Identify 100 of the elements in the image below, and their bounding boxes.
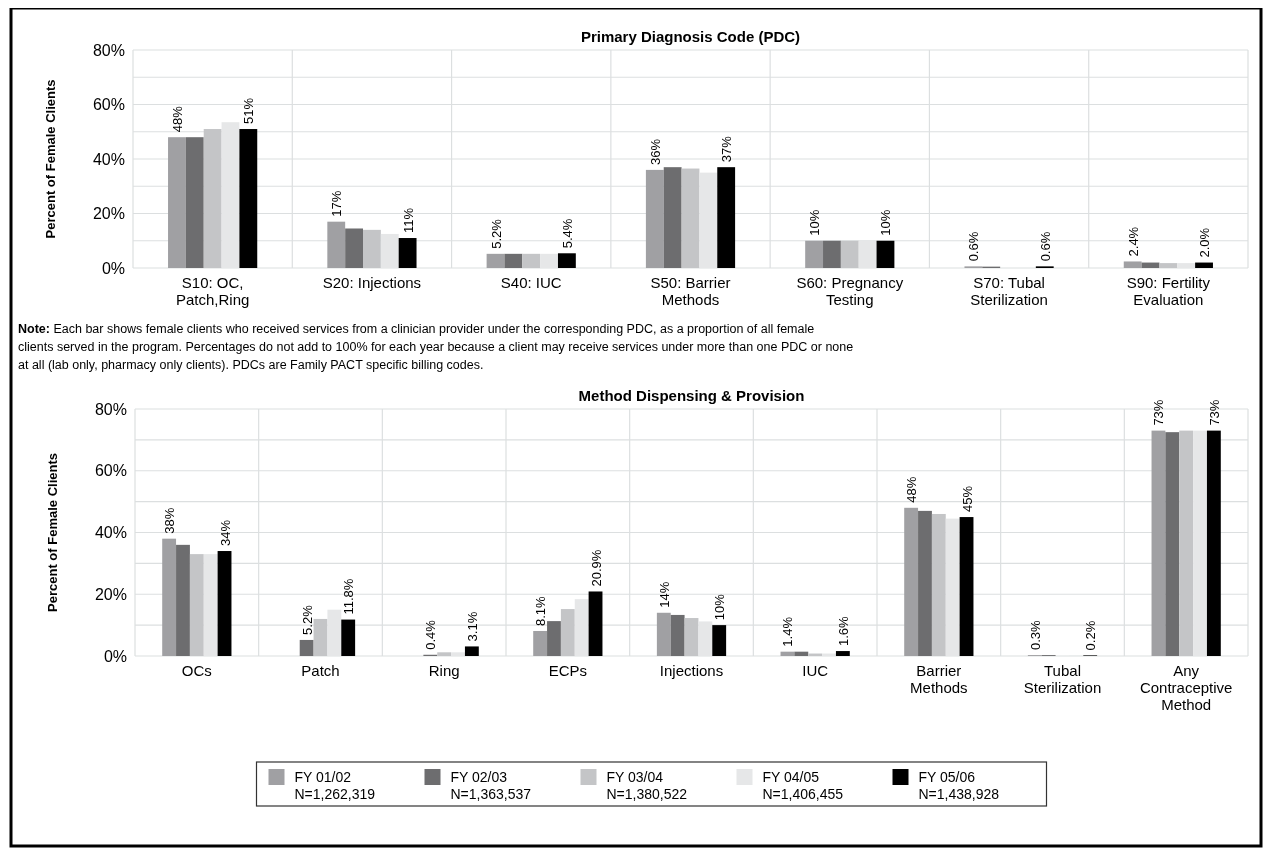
data-label: 38% [162,507,178,534]
bar [876,240,895,268]
y-tick-label: 80% [92,41,125,59]
bar [1151,430,1166,656]
y-tick-label: 60% [94,462,127,480]
bar [162,538,177,656]
data-label: 11.8% [341,578,357,615]
bar [533,630,548,656]
y-tick-label: 20% [92,205,125,223]
bar [712,625,727,656]
x-tick-label: S40: IUC [500,274,562,291]
y-axis-title: Percent of Female Clients [43,79,58,239]
bar [217,551,232,656]
data-label: 8.1% [533,595,549,626]
bar [547,621,561,656]
y-axis-title: Percent of Female Clients [45,453,60,612]
data-label: 48% [904,476,920,503]
bar [345,228,364,268]
bar [239,129,258,268]
legend-label: FY 04/05 N=1,406,455 [762,769,844,802]
bar [670,614,685,656]
bar [918,510,932,656]
chart-title: Primary Diagnosis Code (PDC) [580,28,801,45]
data-label: 0.2% [1083,620,1099,651]
x-tick-label: Tubal Sterilization [1023,662,1102,696]
bar [904,507,919,656]
bar [663,167,682,268]
data-label: 0.4% [423,619,439,650]
x-tick-label: ECPs [548,662,588,679]
x-tick-label: Any Contraceptive Method [1139,662,1233,713]
x-tick-label: S60: Pregnancy Testing [796,274,904,308]
data-label: 36% [647,138,663,165]
x-tick-label: Barrier Methods [910,662,968,696]
data-label: 0.6% [1037,231,1053,262]
data-label: 14% [656,581,672,608]
y-tick-label: 0% [103,647,127,665]
text: Note: Each bar shows female clients who received services from a clinician provider under the corresponding PDC, as a proportion of all female clients served in the program. Percentages do not add to 100% for each year because a client may receive services under more than one PDC or none at all (lab only, pharmacy only clients). PDCs are Family PACT specific billing codes. [18,322,854,372]
data-label: 5.4% [559,218,575,249]
bar [176,544,190,656]
x-tick-label: Patch [301,662,340,679]
y-tick-label: 20% [94,585,127,603]
bar [168,137,186,268]
bar [959,517,974,656]
bar [835,651,850,656]
x-tick-label: S50: Barrier Methods [650,274,731,308]
data-label: 37% [719,135,735,163]
x-tick-label: S20: Injections [322,274,422,291]
y-tick-label: 0% [101,259,125,277]
bar [557,253,576,268]
data-label: 10% [878,209,894,236]
data-label: 10% [807,209,823,236]
bar [1123,261,1142,268]
data-label: 10% [712,593,728,621]
bar [522,253,541,268]
bar [398,238,417,268]
x-tick-label: S70: Tubal Sterilization [970,274,1048,308]
legend-label: FY 02/03 N=1,363,537 [450,769,532,802]
data-label: 1.6% [835,615,851,647]
bar [717,167,736,268]
x-tick-label: Injections [659,662,724,679]
x-tick-label: OCs [181,662,212,679]
data-label: 17% [329,190,345,217]
data-label: 0.6% [966,231,982,262]
x-tick-label: S10: OC, Patch,Ring [175,274,250,308]
chart-title: Method Dispensing & Provision [578,387,805,404]
data-label: 5.2% [299,604,315,635]
data-label: 48% [169,105,185,133]
bar [1165,432,1180,656]
bar [486,253,505,268]
y-tick-label: 40% [94,524,127,542]
bar [794,651,809,656]
x-tick-label: S90: Fertility Evaluation [1126,274,1211,308]
data-label: 2.0% [1197,227,1213,258]
x-tick-label: Ring [428,662,460,679]
bar [840,240,859,268]
bar [203,129,222,268]
data-label: 34% [217,519,233,547]
bar [464,646,479,656]
bar [1206,430,1221,656]
y-tick-label: 60% [92,96,125,114]
bar [313,618,328,656]
bar [684,618,699,656]
data-label: 1.4% [780,616,796,647]
bar [656,612,671,656]
bar [560,609,575,656]
data-label: 20.9% [588,549,604,587]
bar [588,591,603,656]
data-label: 5.2% [488,218,504,249]
legend-label: FY 01/02 N=1,262,319 [294,769,376,802]
bar [681,168,700,268]
data-label: 73% [1206,399,1222,426]
data-label: 51% [241,97,257,125]
data-label: 3.1% [464,611,480,642]
data-label: 45% [959,485,975,513]
bar [437,652,452,656]
bar [299,639,314,656]
data-label: 2.4% [1125,226,1141,257]
data-label: 73% [1151,399,1167,426]
bar [327,221,346,268]
y-tick-label: 80% [94,400,127,418]
